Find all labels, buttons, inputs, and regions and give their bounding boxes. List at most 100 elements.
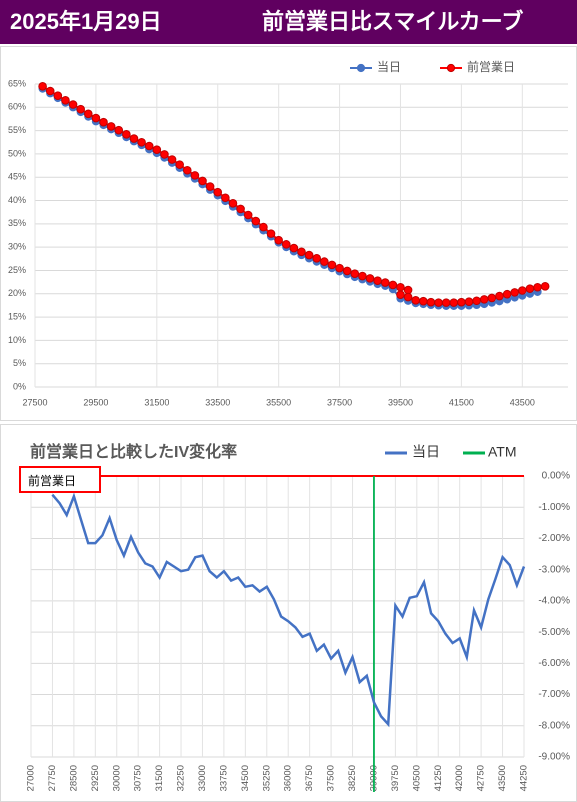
data-point [472, 296, 481, 306]
x-tick-label: 33000 [197, 765, 208, 791]
data-point [297, 247, 306, 257]
y-tick-label: 5% [13, 358, 26, 368]
legend-label: 当日 [377, 60, 401, 74]
data-point [327, 260, 337, 270]
legend-label: ATM [488, 444, 517, 460]
y-tick-label: -5.00% [538, 627, 570, 638]
y-tick-label: 0.00% [542, 471, 570, 482]
data-point [464, 297, 474, 306]
x-tick-label: 44250 [519, 765, 530, 791]
x-tick-label: 38250 [347, 765, 358, 791]
data-point [342, 266, 352, 276]
y-tick-label: -9.00% [538, 752, 570, 763]
x-tick-label: 41250 [433, 765, 444, 791]
data-point [419, 296, 428, 306]
reference-label: 前営業日 [28, 473, 76, 488]
y-tick-label: 40% [8, 195, 26, 205]
panel-1 [0, 46, 577, 421]
data-point [449, 298, 459, 307]
y-tick-label: 65% [8, 78, 26, 88]
data-point [122, 130, 131, 139]
data-point [434, 298, 443, 307]
data-point [129, 134, 139, 143]
x-tick-label: 34500 [240, 765, 251, 791]
data-point [495, 291, 504, 301]
x-tick-label: 42750 [476, 765, 487, 791]
y-tick-label: 35% [8, 218, 26, 228]
x-tick-label: 33500 [205, 397, 230, 407]
data-point [114, 125, 124, 135]
data-point [518, 286, 527, 295]
data-point [380, 278, 390, 287]
chart-title: 前営業日と比較したIV変化率 [30, 442, 237, 461]
data-point [243, 210, 253, 220]
data-point [320, 257, 329, 266]
y-tick-label: 15% [8, 311, 26, 321]
data-point [289, 243, 299, 253]
data-point [38, 82, 47, 91]
header-band [0, 0, 577, 44]
data-point [403, 292, 413, 302]
data-point [312, 254, 322, 263]
y-tick-label: 60% [8, 102, 26, 112]
x-tick-label: 41500 [449, 397, 474, 407]
data-point [533, 282, 542, 292]
y-tick-label: 20% [8, 288, 26, 298]
legend-marker [446, 63, 456, 73]
data-point [259, 222, 268, 232]
data-point [221, 193, 230, 203]
y-tick-label: 45% [8, 172, 26, 182]
header-title: 前営業日比スマイルカーブ [262, 9, 523, 34]
x-tick-label: 35500 [266, 397, 291, 407]
data-point [441, 298, 451, 307]
data-point [99, 117, 108, 127]
data-point [53, 91, 63, 100]
y-tick-label: -3.00% [538, 564, 570, 575]
x-tick-label: 40500 [411, 765, 422, 791]
data-point [540, 282, 550, 291]
data-point [457, 297, 466, 307]
x-tick-label: 29250 [90, 765, 101, 791]
x-tick-label: 30750 [133, 765, 144, 791]
x-tick-label: 29500 [83, 397, 108, 407]
data-point [426, 297, 436, 307]
data-point [396, 282, 405, 292]
x-tick-label: 32250 [176, 765, 187, 791]
data-point [304, 250, 314, 260]
data-point [365, 274, 375, 283]
series-line [42, 87, 538, 307]
data-point [84, 109, 93, 119]
data-point [266, 229, 276, 238]
data-point [68, 100, 78, 109]
data-point [510, 288, 520, 297]
data-point [175, 160, 184, 169]
x-tick-label: 33750 [218, 765, 229, 791]
reference-box [19, 466, 101, 493]
data-point [144, 141, 154, 151]
data-point [350, 269, 360, 279]
y-tick-label: 30% [8, 242, 26, 252]
y-tick-label: -2.00% [538, 533, 570, 544]
x-tick-label: 37500 [327, 397, 352, 407]
y-tick-label: 0% [13, 381, 26, 391]
data-point [61, 96, 70, 105]
data-point [403, 285, 413, 295]
data-point [91, 113, 101, 123]
y-tick-label: 50% [8, 148, 26, 158]
data-point [45, 86, 55, 96]
x-tick-label: 39750 [390, 765, 401, 791]
x-tick-label: 28500 [68, 765, 79, 791]
data-point [76, 104, 85, 114]
y-tick-label: -8.00% [538, 720, 570, 731]
x-tick-label: 36000 [283, 765, 294, 791]
x-tick-label: 39500 [388, 397, 413, 407]
data-point [205, 182, 215, 191]
data-point [525, 284, 535, 293]
data-point [228, 199, 238, 208]
y-tick-label: 55% [8, 125, 26, 135]
y-tick-label: 10% [8, 335, 26, 345]
data-point [152, 145, 162, 155]
legend-label: 前営業日 [467, 59, 515, 74]
